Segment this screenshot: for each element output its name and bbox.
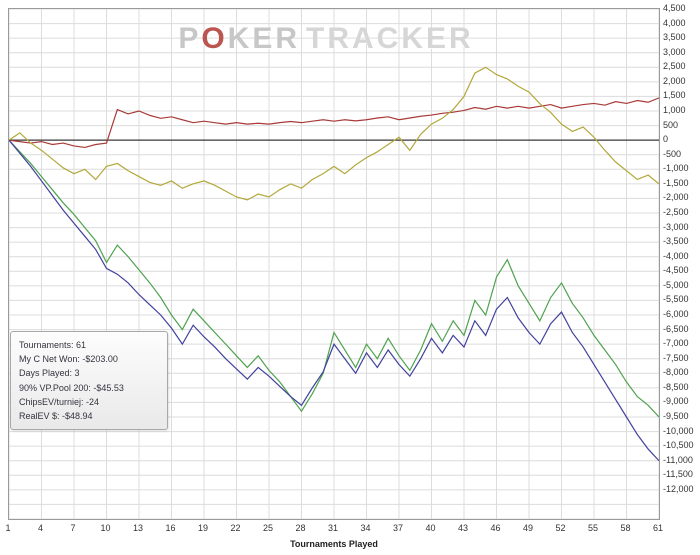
x-tick-label: 4	[37, 523, 44, 533]
y-tick-label: 4,000	[663, 17, 686, 28]
x-axis-labels: 1 4 7 10 13 16 19 22 25 28 31 34 37 40 43 46 49 52 55 58 61	[0, 523, 700, 535]
y-tick-label: -9,500	[663, 411, 689, 421]
series-line-yellow	[9, 66, 659, 201]
x-tick-label: 61	[652, 523, 664, 533]
stat-line-chips-ev: ChipsEV/turniej: -24	[19, 396, 100, 407]
x-tick-label: 58	[620, 523, 631, 533]
stat-line-real-ev: RealEV $: -$48.94	[19, 411, 93, 422]
y-tick-label: -1,500	[663, 177, 689, 188]
x-tick-label: 16	[165, 523, 176, 533]
x-tick-label: 25	[262, 523, 274, 533]
y-tick-label: 3,000	[663, 46, 686, 57]
chart-plot[interactable]	[8, 8, 660, 520]
x-tick-label: 43	[457, 523, 469, 533]
y-tick-label: -6,000	[663, 309, 689, 319]
y-tick-label: -10,500	[663, 440, 694, 451]
stat-line-days-played: Days Played: 3	[19, 368, 80, 379]
y-tick-label: -3,500	[663, 236, 689, 247]
y-tick-label: -9,000	[663, 396, 689, 407]
y-tick-label: -4,500	[663, 265, 689, 276]
stat-line-vp-pool: 90% VP.Pool 200: -$45.53	[19, 382, 124, 393]
y-axis-labels: 4,500 4,000 3,500 3,000 2,500 2,000 1,500 1,000…	[663, 0, 700, 555]
y-tick-label: 3,500	[663, 32, 686, 43]
x-tick-label: 28	[295, 523, 306, 533]
x-tick-label: 13	[132, 523, 144, 533]
x-tick-label: 1	[5, 523, 11, 533]
x-axis-title: Tournaments Played	[290, 539, 378, 549]
x-tick-label: 31	[327, 523, 339, 533]
y-tick-label: -7,500	[663, 352, 689, 363]
chart-canvas	[9, 9, 659, 519]
y-tick-label: -12,000	[663, 483, 694, 494]
y-tick-label: 4,500	[663, 3, 686, 13]
y-tick-label: 2,000	[663, 75, 686, 86]
y-tick-label: -10,000	[663, 425, 694, 436]
series-line-blue	[9, 139, 659, 462]
stat-line-tournaments: Tournaments: 61	[19, 340, 87, 350]
series-line-red	[9, 97, 659, 149]
y-tick-label: 1,500	[663, 90, 686, 101]
x-tick-label: 52	[555, 523, 566, 533]
y-tick-label: -1,000	[663, 163, 689, 174]
x-tick-label: 10	[100, 523, 111, 533]
y-tick-label: -2,500	[663, 207, 689, 217]
y-tick-label: -8,000	[663, 367, 689, 378]
y-tick-label: 2,500	[663, 61, 686, 72]
x-tick-label: 19	[197, 523, 209, 533]
stats-box: Tournaments: 61 My C Net Won: -$203.00 D…	[10, 331, 168, 431]
y-tick-label: -7,000	[663, 338, 689, 349]
x-tick-label: 55	[587, 523, 599, 533]
x-tick-label: 46	[490, 523, 501, 533]
y-tick-label: 0	[663, 134, 669, 145]
y-tick-label: -500	[663, 148, 682, 159]
stat-line-net-won: My C Net Won: -$203.00	[19, 354, 118, 365]
y-tick-label: -4,000	[663, 250, 689, 261]
y-tick-label: 500	[663, 119, 679, 130]
y-tick-label: -5,500	[663, 294, 689, 305]
y-tick-label: -3,000	[663, 221, 689, 232]
x-tick-label: 49	[522, 523, 534, 533]
x-tick-label: 40	[425, 523, 436, 533]
y-tick-label: -6,500	[663, 323, 689, 334]
x-tick-label: 7	[70, 523, 76, 533]
y-tick-label: 1,000	[663, 105, 686, 115]
series-line-green	[9, 139, 659, 418]
x-tick-label: 34	[360, 523, 371, 533]
y-tick-label: -2,000	[663, 192, 689, 203]
x-tick-label: 22	[230, 523, 241, 533]
x-tick-label: 37	[392, 523, 404, 533]
y-tick-label: -11,500	[663, 469, 693, 480]
y-tick-label: -11,000	[663, 454, 693, 465]
y-tick-label: -8,500	[663, 381, 689, 392]
y-tick-label: -5,000	[663, 279, 689, 290]
